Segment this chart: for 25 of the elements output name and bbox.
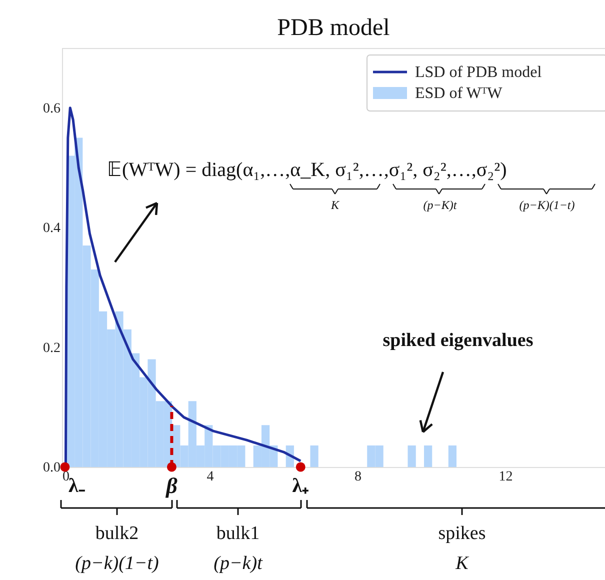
text: (p−k)(1−t) bbox=[75, 553, 159, 574]
y-tick-label: 0.2 bbox=[43, 340, 60, 356]
legend-label: ESD of WᵀW bbox=[415, 85, 504, 102]
text: bulk1 bbox=[216, 523, 260, 544]
annotation: λ₊ bbox=[292, 475, 310, 497]
annotation: spiked eigenvalues bbox=[382, 330, 534, 351]
x-tick-label: 0 bbox=[62, 470, 70, 484]
y-tick-label: 0.6 bbox=[43, 101, 60, 116]
x-tick-label: 8 bbox=[354, 470, 362, 484]
text: (p−k)t bbox=[214, 553, 264, 574]
y-tick-label: 0.0 bbox=[43, 460, 60, 476]
y-tick-label: 0.4 bbox=[43, 221, 60, 236]
annotation: (p−K)t bbox=[423, 198, 458, 212]
x-tick-label: 4 bbox=[206, 470, 214, 484]
annotation: K bbox=[330, 198, 340, 212]
text: spikes bbox=[438, 523, 486, 544]
annotation: λ₋ bbox=[68, 475, 86, 497]
text: K bbox=[454, 553, 470, 574]
annotation: (p−K)(1−t) bbox=[519, 198, 575, 212]
annotation: β bbox=[165, 473, 178, 498]
x-tick-label: 12 bbox=[498, 470, 513, 484]
chart-title: PDB model bbox=[277, 15, 390, 41]
text: bulk2 bbox=[95, 523, 139, 544]
annotation: 𝔼(WᵀW) = diag(α₁,…,α_K, σ₁²,…,σ₁², σ₂²,…,σ₂²) bbox=[107, 159, 507, 181]
legend-label: LSD of PDB model bbox=[415, 64, 542, 81]
